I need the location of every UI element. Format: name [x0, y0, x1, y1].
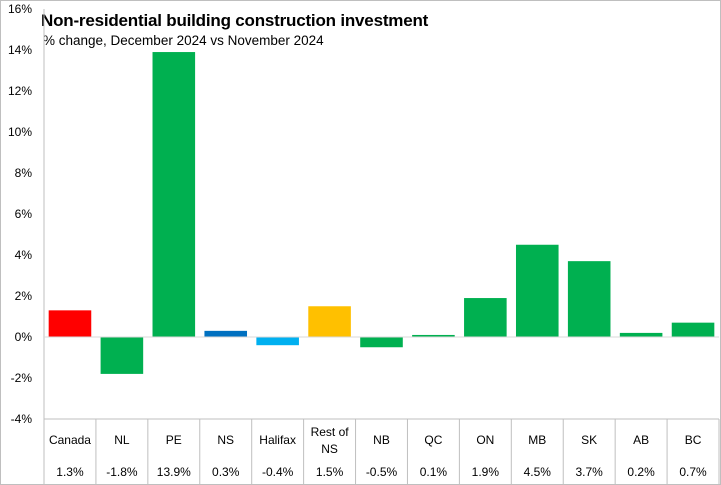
y-tick-label: 8%	[15, 166, 33, 180]
data-label: -0.4%	[262, 465, 294, 479]
y-tick-label: -2%	[11, 371, 33, 385]
data-label: 1.3%	[56, 465, 84, 479]
y-tick-label: 10%	[8, 125, 32, 139]
bar-halifax	[256, 337, 299, 346]
bar-pe	[152, 52, 196, 338]
bar-bc	[671, 322, 715, 337]
data-label: 0.3%	[212, 465, 240, 479]
bar-sk	[567, 261, 611, 337]
category-label: Rest of NS	[311, 425, 350, 456]
chart-subtitle: % change, December 2024 vs November 2024	[43, 33, 324, 48]
y-tick-label: 0%	[15, 330, 33, 344]
category-label: QC	[424, 433, 442, 447]
data-label: 0.2%	[627, 465, 655, 479]
category-label: NB	[373, 433, 390, 447]
bar-nb	[360, 337, 403, 348]
bar-ab	[619, 332, 663, 337]
data-label: 0.7%	[679, 465, 707, 479]
bar-rest-of-ns	[308, 306, 351, 337]
y-tick-label: 2%	[15, 289, 33, 303]
category-label: MB	[528, 433, 546, 447]
bar-mb	[515, 244, 559, 337]
y-tick-label: 12%	[8, 84, 32, 98]
chart-title: Non-residential building construction in…	[41, 11, 429, 30]
category-label: SK	[581, 433, 597, 447]
y-tick-label: 4%	[15, 248, 33, 262]
bar-on	[464, 298, 507, 337]
y-tick-label: 6%	[15, 207, 33, 221]
data-label: 1.5%	[316, 465, 344, 479]
category-label: BC	[685, 433, 702, 447]
category-label: AB	[633, 433, 649, 447]
bar-qc	[412, 334, 455, 337]
data-label: 4.5%	[524, 465, 552, 479]
bar-ns	[204, 330, 248, 337]
data-label: 1.9%	[472, 465, 500, 479]
category-label: Halifax	[259, 433, 296, 447]
bar-nl	[100, 337, 144, 374]
y-tick-label: 16%	[8, 2, 32, 16]
data-label: 3.7%	[576, 465, 604, 479]
category-label: NS	[217, 433, 234, 447]
data-label: 13.9%	[157, 465, 191, 479]
y-tick-label: 14%	[8, 43, 32, 57]
y-tick-label: -4%	[11, 412, 33, 426]
category-label: Canada	[49, 433, 91, 447]
category-label: NL	[114, 433, 130, 447]
category-label: PE	[166, 433, 182, 447]
data-label: -0.5%	[366, 465, 398, 479]
category-label: ON	[476, 433, 494, 447]
data-label: -1.8%	[106, 465, 138, 479]
data-label: 0.1%	[420, 465, 448, 479]
bar-canada	[48, 310, 92, 337]
